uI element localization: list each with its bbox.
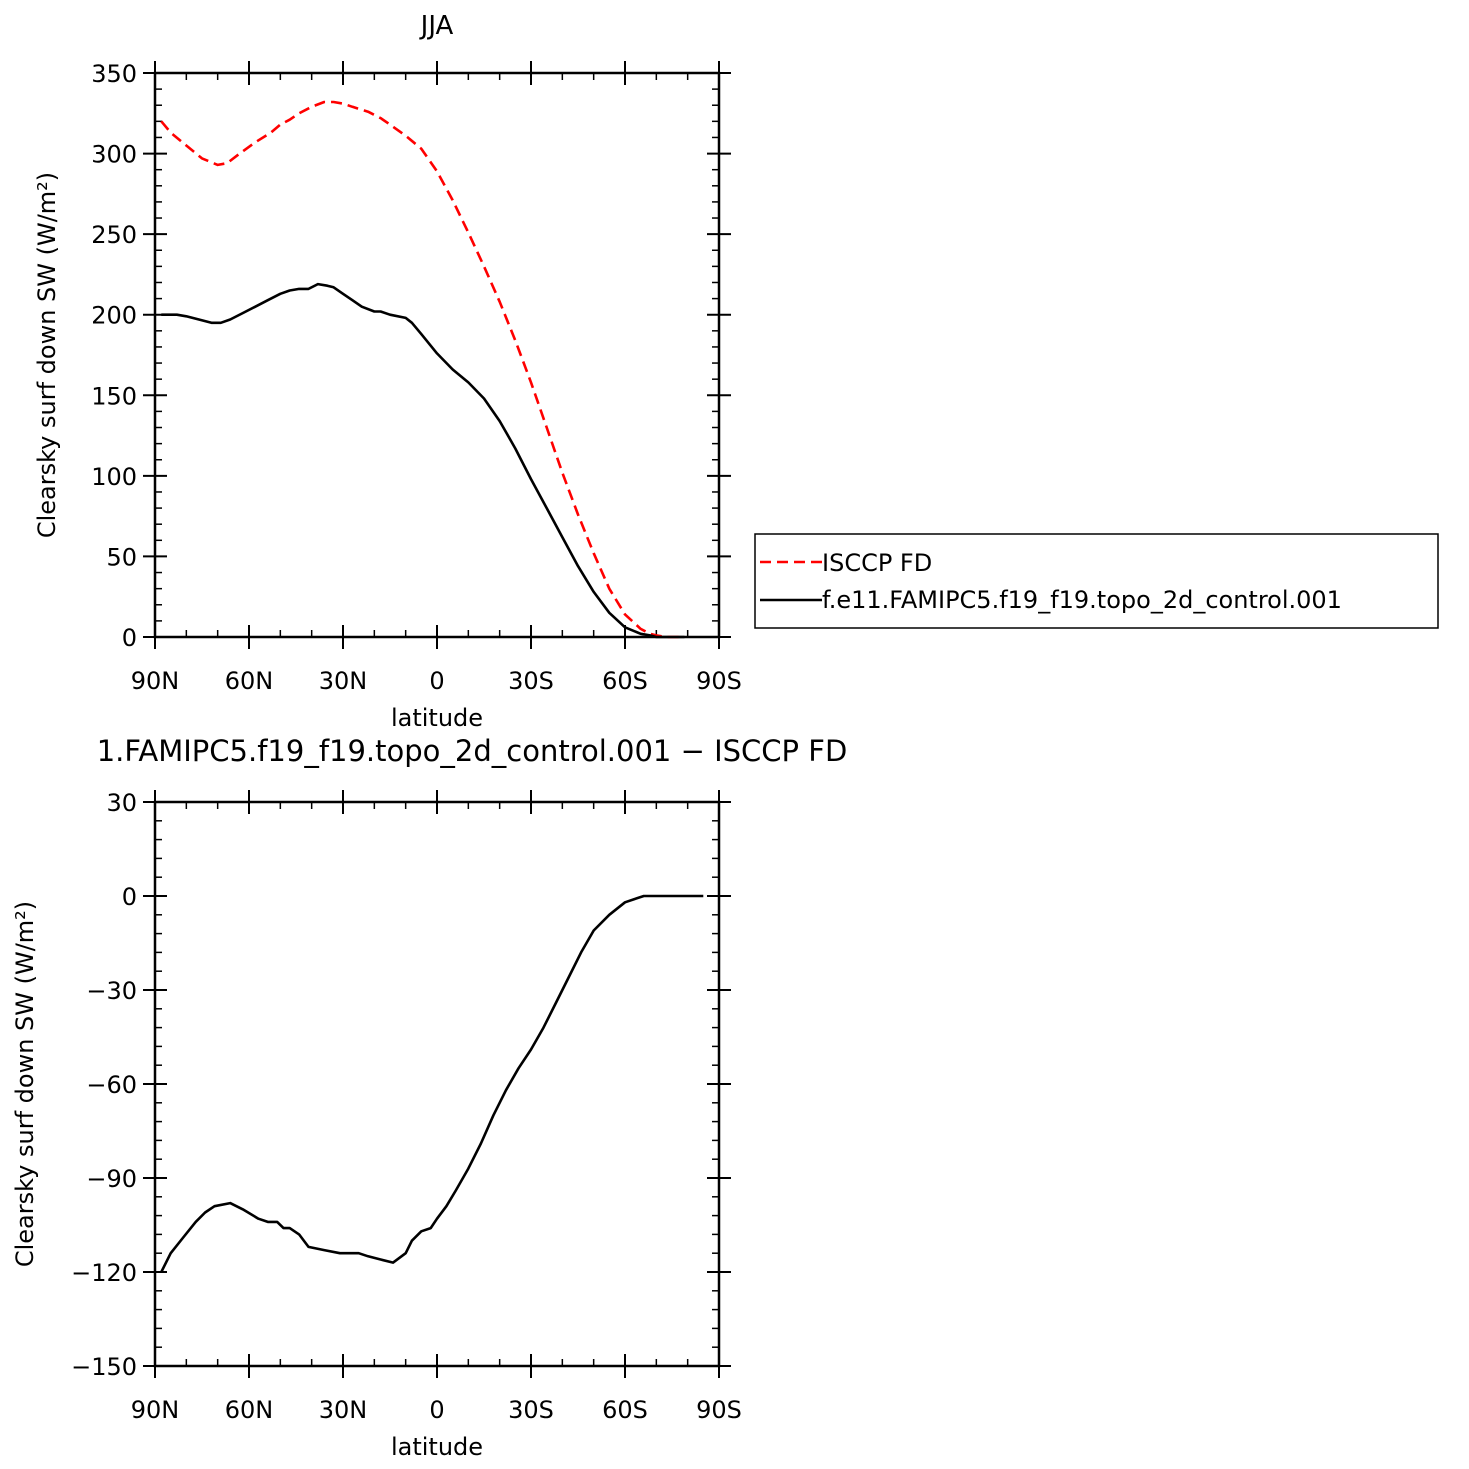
series-line-1-0 xyxy=(160,894,704,1273)
legend-label-model: f.e11.FAMIPC5.f19_f19.topo_2d_control.00… xyxy=(822,586,1342,614)
y-tick-label: −30 xyxy=(86,977,137,1005)
x-tick-label: 30N xyxy=(319,1396,368,1424)
top-y-ticks: 0 50 100 150 200 250 300 350 xyxy=(91,60,731,652)
bottom-panel: 1.FAMIPC5.f19_f19.topo_2d_control.001 − … xyxy=(11,734,847,1461)
x-tick-label: 90S xyxy=(696,1396,742,1424)
y-tick-label: −60 xyxy=(86,1071,137,1099)
x-tick-label: 90N xyxy=(131,1396,180,1424)
y-tick-label: −150 xyxy=(71,1353,137,1381)
top-chart-title: JJA xyxy=(419,11,454,41)
series-line-0-0 xyxy=(160,100,685,639)
bottom-plot-frame xyxy=(153,800,721,1368)
bottom-chart-title: 1.FAMIPC5.f19_f19.topo_2d_control.001 − … xyxy=(97,734,848,768)
bottom-y-axis-label: Clearsky surf down SW (W/m²) xyxy=(11,901,39,1267)
x-tick-label: 0 xyxy=(429,667,444,695)
x-tick-label: 90N xyxy=(131,667,180,695)
legend-label-isccp: ISCCP FD xyxy=(822,549,932,577)
x-tick-label: 30S xyxy=(508,1396,554,1424)
x-tick-label: 0 xyxy=(429,1396,444,1424)
x-tick-label: 60N xyxy=(225,1396,274,1424)
legend: ISCCP FD f.e11.FAMIPC5.f19_f19.topo_2d_c… xyxy=(754,533,1439,629)
y-tick-label: 300 xyxy=(91,141,137,169)
y-tick-label: 250 xyxy=(91,221,137,249)
y-tick-label: 0 xyxy=(122,624,137,652)
x-tick-label: 30S xyxy=(508,667,554,695)
y-tick-label: 100 xyxy=(91,463,137,491)
y-tick-label: −120 xyxy=(71,1259,137,1287)
y-tick-label: 200 xyxy=(91,302,137,330)
x-tick-label: 60N xyxy=(225,667,274,695)
top-series-lines xyxy=(160,100,685,639)
bottom-y-ticks: −150 −120 −90 −60 −30 0 30 xyxy=(71,789,731,1381)
legend-box xyxy=(754,533,1439,629)
x-tick-label: 60S xyxy=(602,667,648,695)
y-tick-label: 150 xyxy=(91,382,137,410)
bottom-x-ticks: 90N 60N 30N 0 30S 60S 90S xyxy=(131,790,742,1424)
x-tick-label: 60S xyxy=(602,1396,648,1424)
top-x-axis-label: latitude xyxy=(391,704,483,732)
top-x-ticks: 90N 60N 30N 0 30S 60S 90S xyxy=(131,61,742,695)
top-y-axis-label: Clearsky surf down SW (W/m²) xyxy=(33,172,61,538)
x-tick-label: 90S xyxy=(696,667,742,695)
y-tick-label: 0 xyxy=(122,883,137,911)
y-tick-label: −90 xyxy=(86,1165,137,1193)
bottom-x-axis-label: latitude xyxy=(391,1433,483,1461)
y-tick-label: 50 xyxy=(106,543,137,571)
bottom-series-lines xyxy=(160,894,704,1273)
y-tick-label: 350 xyxy=(91,60,137,88)
y-tick-label: 30 xyxy=(106,789,137,817)
x-tick-label: 30N xyxy=(319,667,368,695)
series-line-0-1 xyxy=(161,282,685,639)
top-panel: JJA 0 50 100 150 200 250 300 350 90N 60N 30N 0 30S 6… xyxy=(33,11,742,732)
